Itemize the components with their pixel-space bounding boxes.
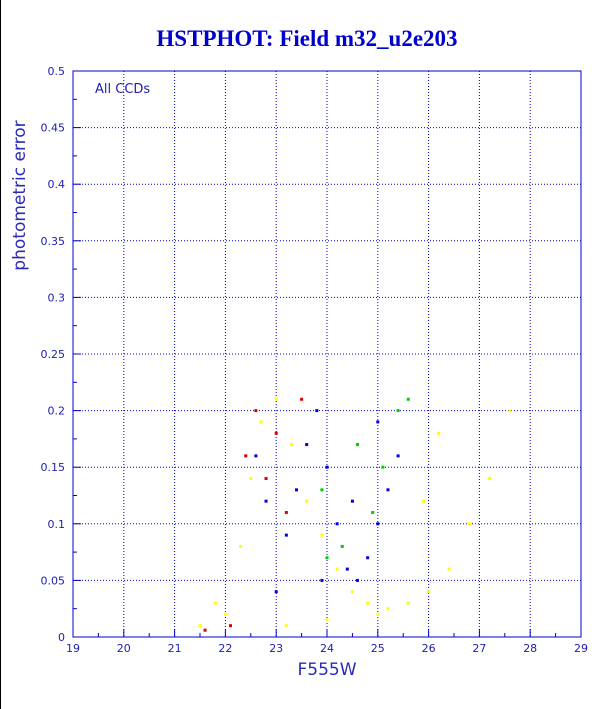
data-point-yellow bbox=[376, 612, 380, 616]
data-point-blue bbox=[396, 454, 400, 458]
data-point-green bbox=[325, 556, 329, 560]
data-point-red bbox=[284, 510, 288, 514]
data-point-red bbox=[244, 454, 248, 458]
data-point-blue bbox=[386, 488, 390, 492]
data-point-red bbox=[203, 628, 207, 632]
y-tick-label: 0.2 bbox=[48, 405, 66, 418]
data-point-yellow bbox=[422, 499, 426, 503]
y-tick-label: 0.1 bbox=[48, 518, 66, 531]
data-point-red bbox=[274, 431, 278, 435]
x-tick-label: 25 bbox=[371, 642, 385, 655]
y-tick-label: 0.25 bbox=[41, 348, 66, 361]
data-point-blue bbox=[376, 420, 380, 424]
data-point-blue bbox=[284, 533, 288, 537]
x-tick-label: 23 bbox=[269, 642, 283, 655]
data-point-yellow bbox=[437, 431, 441, 435]
y-tick-label: 0.35 bbox=[41, 235, 66, 248]
data-points bbox=[198, 397, 512, 632]
data-point-green bbox=[371, 510, 375, 514]
data-point-yellow bbox=[325, 618, 329, 622]
y-axis-label: photometric error bbox=[10, 120, 30, 270]
data-point-blue bbox=[335, 522, 339, 526]
data-point-yellow bbox=[406, 601, 410, 605]
data-point-yellow bbox=[320, 533, 324, 537]
data-point-red bbox=[228, 624, 232, 628]
data-point-blue bbox=[320, 578, 324, 582]
data-point-blue bbox=[325, 465, 329, 469]
data-point-yellow bbox=[198, 624, 202, 628]
data-point-yellow bbox=[274, 397, 278, 401]
data-point-red bbox=[254, 409, 258, 413]
x-tick-label: 26 bbox=[422, 642, 436, 655]
data-point-blue bbox=[295, 488, 299, 492]
data-point-yellow bbox=[213, 601, 217, 605]
data-point-red bbox=[300, 397, 304, 401]
x-tick-label: 22 bbox=[218, 642, 232, 655]
data-point-blue bbox=[264, 499, 268, 503]
data-point-green bbox=[381, 465, 385, 469]
x-tick-label: 19 bbox=[66, 642, 80, 655]
data-point-blue bbox=[350, 499, 354, 503]
data-point-yellow bbox=[366, 601, 370, 605]
y-tick-label: 0.4 bbox=[48, 178, 66, 191]
y-tick-label: 0.3 bbox=[48, 291, 66, 304]
data-point-yellow bbox=[467, 522, 471, 526]
data-point-yellow bbox=[305, 499, 309, 503]
data-point-yellow bbox=[335, 567, 339, 571]
grid bbox=[72, 70, 582, 638]
y-tick-label: 0 bbox=[58, 631, 65, 644]
data-point-green bbox=[396, 409, 400, 413]
y-tick-label: 0.15 bbox=[41, 461, 66, 474]
data-point-green bbox=[340, 544, 344, 548]
data-point-blue bbox=[274, 590, 278, 594]
x-tick-label: 20 bbox=[117, 642, 131, 655]
data-point-yellow bbox=[386, 607, 390, 611]
data-point-yellow bbox=[488, 477, 492, 481]
data-point-blue bbox=[376, 522, 380, 526]
data-point-yellow bbox=[239, 544, 243, 548]
y-tick-label: 0.05 bbox=[41, 574, 66, 587]
x-tick-label: 29 bbox=[574, 642, 588, 655]
data-point-blue bbox=[366, 556, 370, 560]
x-tick-label: 24 bbox=[320, 642, 334, 655]
data-point-blue bbox=[315, 409, 319, 413]
axis-ticks: 19 20 21 22 23 24 25 26 27 28 29 0 0.05 0.1 0.15 0.2 0.2… bbox=[41, 65, 589, 655]
data-point-red bbox=[264, 477, 268, 481]
data-point-blue bbox=[305, 443, 309, 447]
x-tick-label: 21 bbox=[168, 642, 182, 655]
x-tick-label: 28 bbox=[523, 642, 537, 655]
x-tick-label: 27 bbox=[472, 642, 486, 655]
data-point-yellow bbox=[249, 477, 253, 481]
data-point-yellow bbox=[350, 590, 354, 594]
data-point-yellow bbox=[427, 590, 431, 594]
data-point-yellow bbox=[447, 567, 451, 571]
data-point-blue bbox=[355, 578, 359, 582]
data-point-green bbox=[406, 397, 410, 401]
x-axis-label: F555W bbox=[297, 660, 356, 680]
data-point-yellow bbox=[508, 409, 512, 413]
chart-title: HSTPHOT: Field m32_u2e203 bbox=[156, 26, 458, 51]
ccd-annotation: All CCDs bbox=[95, 82, 150, 97]
y-tick-label: 0.45 bbox=[41, 122, 66, 135]
data-point-blue bbox=[254, 454, 258, 458]
data-point-green bbox=[355, 443, 359, 447]
data-point-yellow bbox=[289, 443, 293, 447]
data-point-yellow bbox=[223, 612, 227, 616]
data-point-green bbox=[320, 488, 324, 492]
y-tick-label: 0.5 bbox=[48, 65, 66, 78]
data-point-yellow bbox=[284, 624, 288, 628]
data-point-blue bbox=[345, 567, 349, 571]
data-point-yellow bbox=[259, 420, 263, 424]
